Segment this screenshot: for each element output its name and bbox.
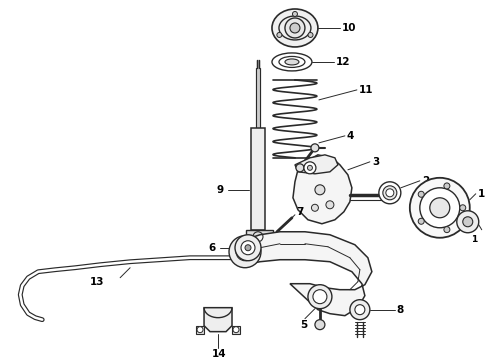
Circle shape bbox=[312, 204, 318, 211]
Circle shape bbox=[236, 243, 254, 261]
Circle shape bbox=[410, 178, 470, 238]
Ellipse shape bbox=[379, 182, 401, 204]
Circle shape bbox=[293, 12, 297, 17]
Circle shape bbox=[355, 305, 365, 315]
Text: 5: 5 bbox=[300, 320, 307, 330]
Circle shape bbox=[285, 18, 305, 38]
Text: 14: 14 bbox=[212, 348, 227, 359]
Circle shape bbox=[350, 300, 370, 320]
Text: 4: 4 bbox=[347, 131, 354, 141]
Text: 3: 3 bbox=[372, 157, 379, 167]
Circle shape bbox=[277, 32, 282, 37]
Circle shape bbox=[308, 32, 313, 37]
Ellipse shape bbox=[279, 57, 305, 67]
Circle shape bbox=[311, 144, 319, 152]
Ellipse shape bbox=[272, 53, 312, 71]
Circle shape bbox=[444, 183, 450, 189]
Ellipse shape bbox=[386, 189, 394, 197]
Circle shape bbox=[430, 198, 450, 218]
Circle shape bbox=[233, 327, 239, 333]
Text: 2: 2 bbox=[422, 176, 429, 186]
Text: 7: 7 bbox=[296, 207, 303, 217]
Circle shape bbox=[229, 236, 261, 268]
Polygon shape bbox=[295, 155, 338, 174]
Circle shape bbox=[326, 201, 334, 209]
Circle shape bbox=[313, 290, 327, 304]
Text: 6: 6 bbox=[208, 243, 215, 253]
Circle shape bbox=[307, 165, 313, 170]
Circle shape bbox=[241, 241, 255, 255]
Circle shape bbox=[304, 162, 316, 174]
Circle shape bbox=[444, 227, 450, 233]
Text: 9: 9 bbox=[216, 185, 223, 195]
Text: 11: 11 bbox=[359, 85, 373, 95]
Circle shape bbox=[315, 185, 325, 195]
Text: 13: 13 bbox=[90, 277, 105, 287]
Circle shape bbox=[418, 191, 424, 197]
Text: 8: 8 bbox=[397, 305, 404, 315]
Text: 10: 10 bbox=[342, 23, 356, 33]
Polygon shape bbox=[251, 128, 265, 230]
Circle shape bbox=[420, 188, 460, 228]
Circle shape bbox=[457, 211, 479, 233]
Polygon shape bbox=[293, 155, 352, 224]
Polygon shape bbox=[204, 308, 232, 332]
Circle shape bbox=[290, 23, 300, 33]
Ellipse shape bbox=[272, 9, 318, 47]
Circle shape bbox=[463, 217, 473, 227]
Circle shape bbox=[245, 245, 251, 251]
Text: 12: 12 bbox=[336, 57, 350, 67]
Circle shape bbox=[418, 218, 424, 224]
Polygon shape bbox=[196, 326, 204, 334]
Circle shape bbox=[296, 164, 304, 172]
Polygon shape bbox=[245, 232, 372, 316]
Text: 1: 1 bbox=[471, 235, 477, 244]
Polygon shape bbox=[246, 230, 273, 244]
Circle shape bbox=[235, 235, 261, 261]
Ellipse shape bbox=[383, 186, 397, 200]
Circle shape bbox=[460, 205, 466, 211]
Ellipse shape bbox=[285, 59, 299, 65]
Circle shape bbox=[308, 285, 332, 309]
Polygon shape bbox=[232, 326, 240, 334]
Circle shape bbox=[197, 327, 203, 333]
Text: 1: 1 bbox=[478, 189, 485, 199]
Circle shape bbox=[315, 320, 325, 330]
Circle shape bbox=[241, 248, 249, 256]
